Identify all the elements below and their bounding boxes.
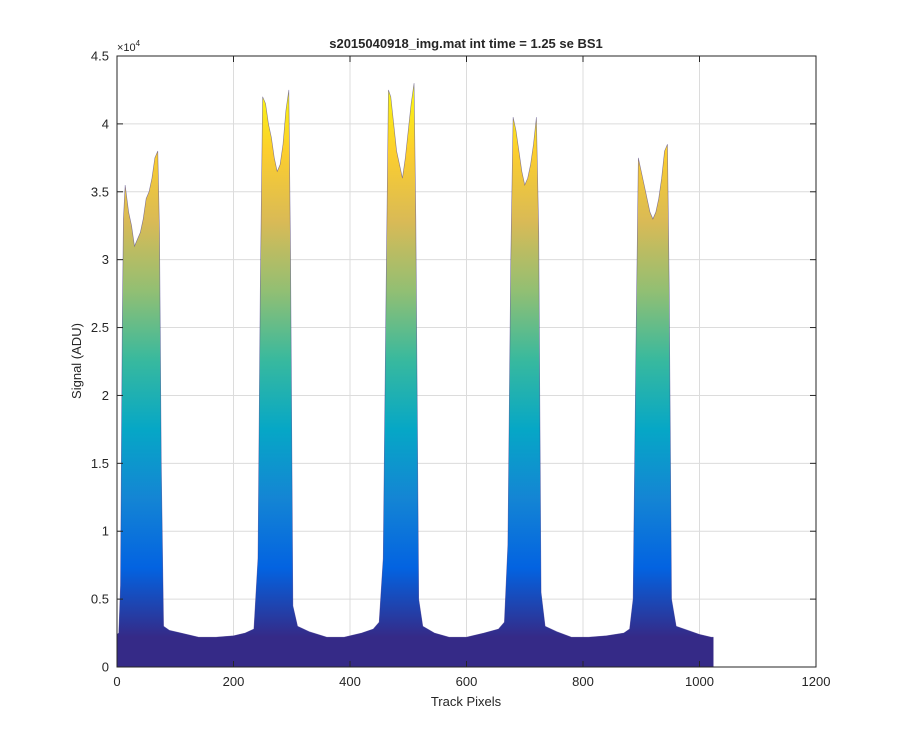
y-exponent-base: ×10: [117, 42, 136, 54]
y-tick-label: 3.5: [91, 184, 109, 199]
x-tick-label: 200: [223, 674, 245, 689]
tick-marks: [116, 55, 817, 668]
y-tick-label: 2: [102, 388, 109, 403]
y-tick-label: 0: [102, 660, 109, 675]
y-tick-label: 1: [102, 524, 109, 539]
x-tick-label: 1200: [802, 674, 831, 689]
signal-outline: [117, 83, 714, 638]
x-axis-label: Track Pixels: [431, 694, 502, 709]
y-tick-label: 4: [102, 116, 109, 131]
area-layer: [117, 83, 714, 667]
y-tick-label: 4.5: [91, 49, 109, 64]
y-axis-label: Signal (ADU): [69, 323, 84, 399]
signal-area: [117, 83, 714, 667]
y-tick-label: 3: [102, 252, 109, 267]
x-tick-label: 0: [113, 674, 120, 689]
chart-title: s2015040918_img.mat int time = 1.25 se B…: [329, 36, 603, 51]
y-tick-label: 2.5: [91, 320, 109, 335]
y-exponent-power: 4: [136, 39, 141, 48]
y-tick-label: 1.5: [91, 456, 109, 471]
y-exponent-label: ×104: [117, 39, 141, 54]
y-tick-label: 0.5: [91, 592, 109, 607]
x-tick-label: 800: [572, 674, 594, 689]
x-tick-label: 1000: [685, 674, 714, 689]
x-tick-label: 400: [339, 674, 361, 689]
x-tick-labels: 0 200 400 600 800 1000 1200: [113, 674, 830, 689]
y-tick-labels: 0 0.5 1 1.5 2 2.5 3 3.5 4 4.5: [91, 49, 109, 675]
x-tick-label: 600: [456, 674, 478, 689]
